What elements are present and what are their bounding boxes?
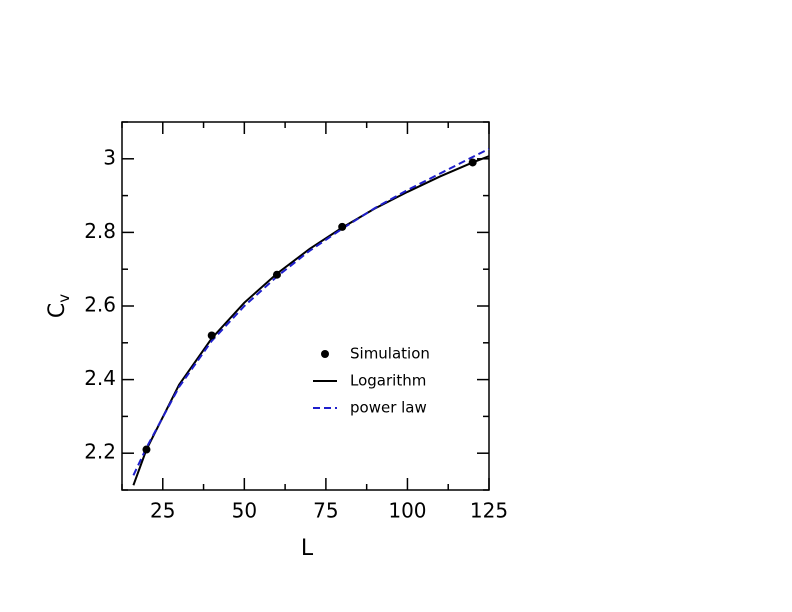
- y-axis-label: Cv: [45, 294, 73, 318]
- x-axis-label: L: [301, 536, 314, 561]
- data-point: [468, 158, 477, 167]
- fit-line: [132, 147, 490, 476]
- y-axis-label-text: Cv: [45, 294, 73, 318]
- data-point: [207, 331, 216, 340]
- legend-label: Simulation: [350, 345, 430, 363]
- legend-label: Logarithm: [350, 372, 426, 390]
- x-tick-label: 75: [313, 499, 338, 523]
- fit-line: [132, 155, 490, 486]
- y-tick-label: 2.2: [84, 440, 116, 464]
- y-tick-label: 2.8: [84, 219, 116, 243]
- legend-label: power law: [350, 399, 427, 417]
- x-tick-label: 100: [388, 499, 426, 523]
- data-point: [142, 445, 151, 454]
- y-label-main: C: [45, 303, 70, 318]
- legend-marker: [321, 350, 329, 358]
- x-tick-label: 125: [470, 499, 508, 523]
- x-tick-label: 50: [232, 499, 257, 523]
- x-tick-label: 25: [150, 499, 175, 523]
- y-tick-label: 2.6: [84, 293, 116, 317]
- data-point: [338, 222, 347, 231]
- y-label-sub: v: [55, 294, 73, 303]
- y-tick-label: 3: [103, 145, 116, 169]
- data-point: [272, 270, 281, 279]
- y-tick-label: 2.4: [84, 366, 116, 390]
